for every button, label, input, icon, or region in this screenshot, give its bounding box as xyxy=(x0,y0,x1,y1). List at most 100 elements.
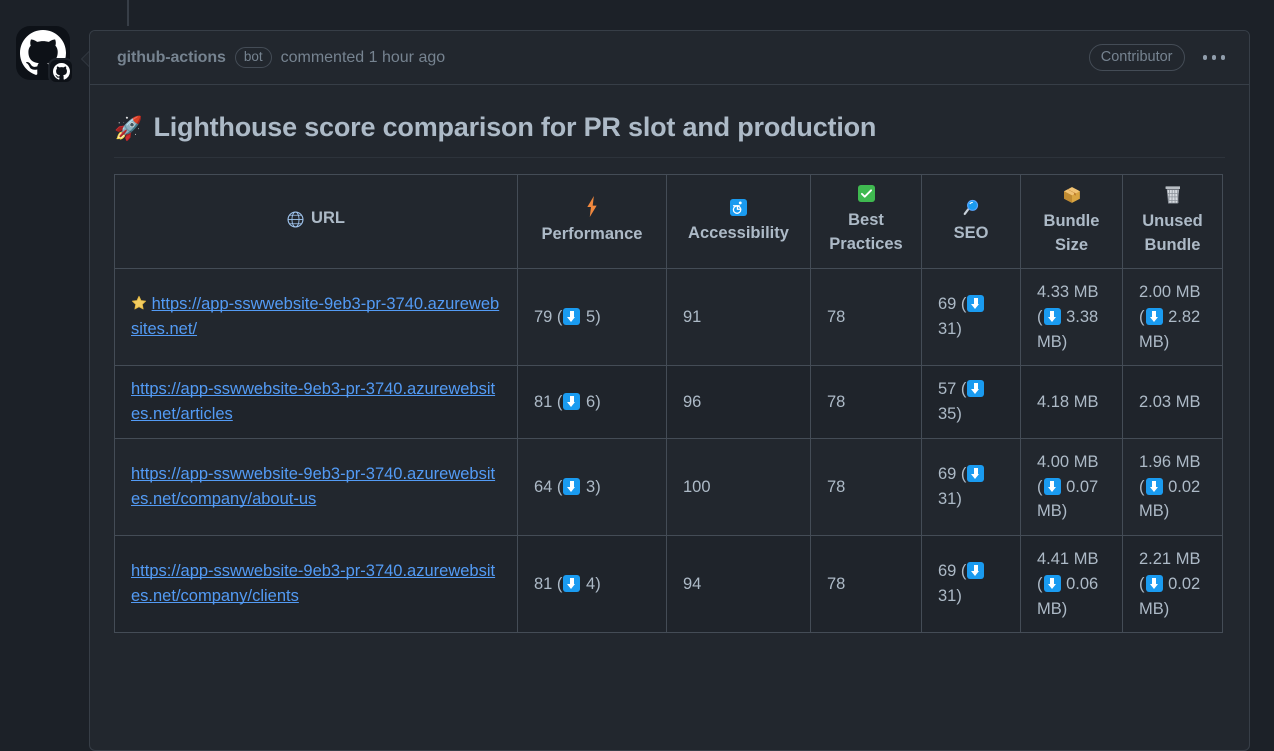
cell-value: 4.41 MB ( 0.06 MB) xyxy=(1037,550,1099,618)
column-header-url: URL xyxy=(114,173,518,270)
comment-header-actions: Contributor xyxy=(1088,43,1234,72)
down-arrow-icon xyxy=(967,295,985,313)
cell-url: https://app-sswwebsite-9eb3-pr-3740.azur… xyxy=(114,437,518,537)
url-link[interactable]: https://app-sswwebsite-9eb3-pr-3740.azur… xyxy=(131,295,500,339)
down-arrow-icon xyxy=(563,307,581,325)
cell-best-practices: 78 xyxy=(810,535,922,634)
author-association-badge[interactable]: Contributor xyxy=(1088,43,1185,72)
cell-value: 91 xyxy=(683,307,702,326)
cell-value: 94 xyxy=(683,574,702,593)
down-arrow-icon xyxy=(1043,477,1061,495)
cell-accessibility: 94 xyxy=(666,535,811,634)
cell-seo: 69 ( 31) xyxy=(921,535,1021,634)
down-arrow-icon xyxy=(1145,307,1163,325)
cell-url: https://app-sswwebsite-9eb3-pr-3740.azur… xyxy=(114,365,518,439)
cell-accessibility: 91 xyxy=(666,268,811,367)
url-link[interactable]: https://app-sswwebsite-9eb3-pr-3740.azur… xyxy=(131,562,496,606)
cell-value: 79 ( 5) xyxy=(534,307,601,326)
table-header-row: URL Performance xyxy=(114,173,1223,270)
cell-url: https://app-sswwebsite-9eb3-pr-3740.azur… xyxy=(114,268,518,367)
cell-performance: 81 ( 4) xyxy=(517,535,667,634)
column-header-bundle-size: Bundle Size xyxy=(1020,173,1123,270)
column-header-best-practices: Best Practices xyxy=(810,173,922,270)
cell-url: https://app-sswwebsite-9eb3-pr-3740.azur… xyxy=(114,535,518,634)
cell-value: 4.00 MB ( 0.07 MB) xyxy=(1037,452,1099,521)
page-title-text: Lighthouse score comparison for PR slot … xyxy=(153,112,877,142)
cell-accessibility: 96 xyxy=(666,365,811,439)
column-header-accessibility: Accessibility xyxy=(666,173,811,270)
down-arrow-icon xyxy=(967,562,985,580)
cell-seo: 69 ( 31) xyxy=(921,437,1021,537)
down-arrow-icon xyxy=(1043,307,1061,325)
down-arrow-icon xyxy=(1145,477,1163,495)
cell-best-practices: 78 xyxy=(810,365,922,439)
cell-value: 96 xyxy=(683,392,702,411)
cell-value: 57 ( 35) xyxy=(938,380,985,423)
cell-value: 69 ( 31) xyxy=(938,562,985,605)
column-header-seo: SEO xyxy=(921,173,1021,270)
column-header-unused-bundle-label: Unused Bundle xyxy=(1142,212,1203,255)
comment-author[interactable]: github-actions xyxy=(117,48,226,66)
bot-badge: bot xyxy=(234,46,272,69)
cell-value: 2.03 MB xyxy=(1139,392,1201,411)
cell-seo: 57 ( 35) xyxy=(921,365,1021,439)
comment-timestamp[interactable]: commented 1 hour ago xyxy=(280,48,446,66)
table-row: https://app-sswwebsite-9eb3-pr-3740.azur… xyxy=(114,437,1223,537)
avatar[interactable] xyxy=(16,26,74,84)
cell-unused-bundle: 2.03 MB xyxy=(1122,365,1223,439)
cell-value: 64 ( 3) xyxy=(534,477,601,496)
table-row: https://app-sswwebsite-9eb3-pr-3740.azur… xyxy=(114,535,1223,634)
table-row: https://app-sswwebsite-9eb3-pr-3740.azur… xyxy=(114,268,1223,367)
cell-accessibility: 100 xyxy=(666,437,811,537)
cell-unused-bundle: 2.21 MB ( 0.02 MB) xyxy=(1122,535,1223,634)
comment-body: 🚀 Lighthouse score comparison for PR slo… xyxy=(90,85,1249,634)
cell-value: 78 xyxy=(827,574,846,593)
cell-value: 69 ( 31) xyxy=(938,465,985,508)
globe-icon xyxy=(287,211,304,228)
down-arrow-icon xyxy=(967,465,985,483)
lightning-bolt-icon xyxy=(585,195,599,217)
column-header-performance: Performance xyxy=(517,173,667,270)
comment-arrow-inner xyxy=(82,50,91,68)
cell-value: 69 ( 31) xyxy=(938,295,985,338)
star-icon xyxy=(131,294,147,310)
url-link[interactable]: https://app-sswwebsite-9eb3-pr-3740.azur… xyxy=(131,380,496,424)
cell-value: 4.33 MB ( 3.38 MB) xyxy=(1037,283,1099,351)
page-title: 🚀 Lighthouse score comparison for PR slo… xyxy=(114,111,1225,158)
cell-best-practices: 78 xyxy=(810,437,922,537)
cell-bundle-size: 4.33 MB ( 3.38 MB) xyxy=(1020,268,1123,367)
down-arrow-icon xyxy=(1043,574,1061,592)
column-header-unused-bundle: Unused Bundle xyxy=(1122,173,1223,270)
column-header-seo-label: SEO xyxy=(953,223,989,242)
down-arrow-icon xyxy=(563,574,581,592)
down-arrow-icon xyxy=(1145,574,1163,592)
column-header-best-practices-label: Best Practices xyxy=(829,211,903,254)
cell-performance: 64 ( 3) xyxy=(517,437,667,537)
down-arrow-icon xyxy=(563,477,581,495)
cell-value: 78 xyxy=(827,477,846,496)
cell-seo: 69 ( 31) xyxy=(921,268,1021,367)
cell-value: 1.96 MB ( 0.02 MB) xyxy=(1139,452,1201,521)
table-row: https://app-sswwebsite-9eb3-pr-3740.azur… xyxy=(114,365,1223,439)
cell-bundle-size: 4.18 MB xyxy=(1020,365,1123,439)
down-arrow-icon xyxy=(563,392,581,410)
cell-bundle-size: 4.00 MB ( 0.07 MB) xyxy=(1020,437,1123,537)
wastebasket-icon xyxy=(1165,185,1181,204)
timeline-rail xyxy=(127,0,129,26)
bot-avatar-badge-icon xyxy=(48,58,74,84)
package-icon xyxy=(1063,186,1081,204)
column-header-accessibility-label: Accessibility xyxy=(688,223,789,242)
column-header-performance-label: Performance xyxy=(541,224,643,243)
kebab-menu-icon[interactable] xyxy=(1195,49,1234,66)
cell-bundle-size: 4.41 MB ( 0.06 MB) xyxy=(1020,535,1123,634)
cell-unused-bundle: 2.00 MB ( 2.82 MB) xyxy=(1122,268,1223,367)
lighthouse-table-wrapper: URL Performance xyxy=(114,173,1225,634)
comment-container: github-actions bot commented 1 hour ago … xyxy=(89,30,1250,751)
cell-value: 4.18 MB xyxy=(1037,392,1099,411)
cell-value: 78 xyxy=(827,307,846,326)
url-link[interactable]: https://app-sswwebsite-9eb3-pr-3740.azur… xyxy=(131,465,496,508)
comment-header: github-actions bot commented 1 hour ago … xyxy=(90,31,1249,85)
column-header-url-label: URL xyxy=(311,209,345,228)
rocket-icon: 🚀 xyxy=(114,115,143,141)
